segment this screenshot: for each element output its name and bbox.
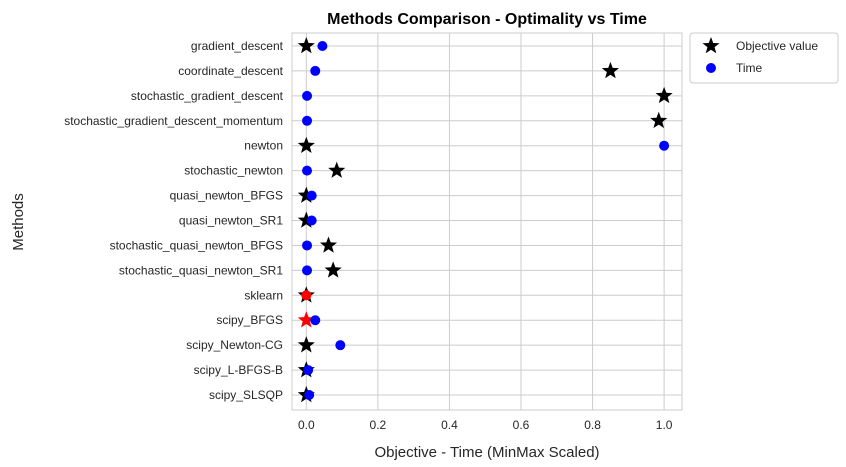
y-tick-label: scipy_BFGS xyxy=(216,313,283,327)
time-point xyxy=(302,90,313,101)
time-point xyxy=(310,65,321,76)
time-point xyxy=(301,290,312,301)
objective-value-point xyxy=(328,161,346,178)
plot-background xyxy=(292,33,682,410)
x-tick-label: 1.0 xyxy=(656,418,673,432)
x-tick-label: 0.4 xyxy=(441,418,458,432)
y-axis-title: Methods xyxy=(10,193,27,251)
time-point xyxy=(302,115,313,126)
y-tick-label: stochastic_newton xyxy=(184,164,283,178)
time-point xyxy=(302,265,313,276)
legend-box xyxy=(689,32,839,84)
time-point xyxy=(302,240,313,251)
legend-label-time: Time xyxy=(736,61,763,75)
objective-value-point xyxy=(297,311,315,328)
x-tick-label: 0.8 xyxy=(584,418,601,432)
y-tick-label: scipy_L-BFGS-B xyxy=(194,363,283,377)
objective-value-point xyxy=(601,61,619,79)
time-point xyxy=(659,140,670,151)
time-point xyxy=(303,365,314,376)
y-tick-label: stochastic_quasi_newton_BFGS xyxy=(110,238,283,252)
y-tick-label: coordinate_descent xyxy=(178,64,283,78)
legend: Objective value Time xyxy=(689,32,839,84)
objective-value-point xyxy=(297,37,315,54)
objective-value-point xyxy=(297,186,315,203)
x-tick-label: 0.2 xyxy=(370,418,387,432)
time-point xyxy=(310,315,321,326)
y-tick-label: gradient_descent xyxy=(191,39,284,53)
chart-title: Methods Comparison - Optimality vs Time xyxy=(327,11,647,28)
y-tick-label: sklearn xyxy=(244,288,283,302)
time-point xyxy=(306,190,317,201)
time-point xyxy=(317,41,328,51)
y-tick-label: newton xyxy=(244,139,283,153)
x-axis-title: Objective - Time (MinMax Scaled) xyxy=(374,444,599,461)
objective-value-point xyxy=(319,236,338,253)
x-tick-label: 0.0 xyxy=(298,418,315,432)
legend-label-objective-value: Objective value xyxy=(736,39,818,53)
plot-area: 0.0 0.2 0.4 0.6 0.8 1.0 gradient_descentcoordi… xyxy=(64,32,683,432)
y-tick-label: stochastic_quasi_newton_SR1 xyxy=(119,263,283,277)
time-point xyxy=(302,165,313,176)
legend-marker-objective-value xyxy=(702,37,720,54)
legend-marker-time xyxy=(706,63,716,73)
objective-value-point xyxy=(655,86,673,104)
x-tick-label: 0.6 xyxy=(513,418,530,432)
y-tick-label: stochastic_gradient_descent xyxy=(131,89,284,103)
objective-value-point xyxy=(297,211,315,228)
time-point xyxy=(335,340,346,351)
objective-value-point xyxy=(297,336,315,353)
objective-value-point xyxy=(297,136,315,153)
time-point xyxy=(304,390,315,401)
time-point xyxy=(306,215,317,226)
objective-value-point xyxy=(650,111,668,129)
plot-frame xyxy=(291,32,683,411)
y-tick-label: scipy_SLSQP xyxy=(209,388,283,402)
y-tick-label: scipy_Newton-CG xyxy=(186,338,283,352)
objective-value-point xyxy=(324,261,342,278)
y-tick-label: stochastic_gradient_descent_momentum xyxy=(64,114,283,128)
y-tick-label: quasi_newton_BFGS xyxy=(170,189,283,203)
y-tick-label: quasi_newton_SR1 xyxy=(179,214,283,228)
